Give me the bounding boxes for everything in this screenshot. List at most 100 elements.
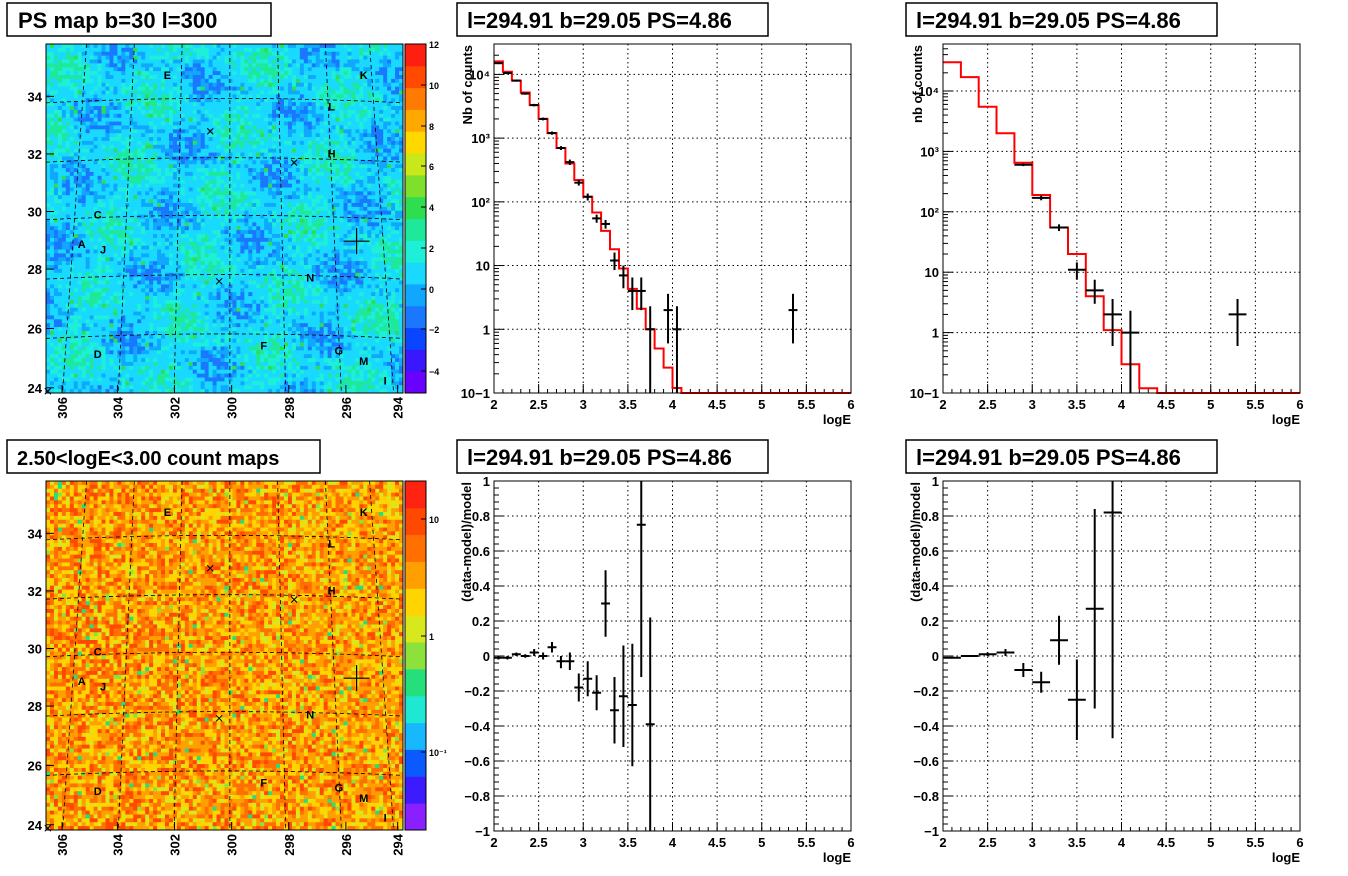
heatmap-cell: [176, 191, 182, 196]
heatmap-cell: [367, 137, 372, 142]
heatmap-cell: [399, 75, 404, 80]
heatmap-cell: [85, 44, 91, 49]
heatmap-cell: [284, 187, 289, 192]
heatmap-cell: [109, 187, 114, 192]
heatmap-cell: [379, 121, 384, 126]
heatmap-cell: [359, 218, 364, 223]
heatmap-cell: [335, 90, 340, 95]
heatmap-cell: [46, 171, 51, 177]
heatmap-cell: [248, 137, 253, 142]
heatmap-cell: [61, 191, 67, 196]
heatmap-cell: [367, 175, 372, 181]
heatmap-cell: [299, 125, 305, 130]
heatmap-cell: [204, 133, 210, 138]
heatmap-cell: [383, 113, 388, 119]
heatmap-cell: [176, 86, 182, 91]
heatmap-cell: [311, 249, 317, 254]
heatmap-cell: [244, 226, 249, 231]
heatmap-cell: [276, 202, 281, 208]
heatmap-cell: [323, 102, 329, 107]
heatmap-cell: [395, 191, 400, 196]
heatmap-cell: [379, 164, 384, 169]
heatmap-cell: [339, 168, 344, 173]
heatmap-cell: [192, 237, 198, 243]
heatmap-cell: [280, 249, 285, 254]
heatmap-cell: [46, 237, 51, 243]
heatmap-cell: [359, 214, 364, 219]
heatmap-cell: [387, 241, 392, 247]
heatmap-cell: [149, 214, 154, 219]
heatmap-cell: [347, 102, 352, 107]
heatmap-cell: [248, 67, 253, 72]
heatmap-cell: [73, 226, 79, 231]
heatmap-cell: [85, 47, 91, 53]
heatmap-cell: [363, 47, 368, 53]
heatmap-cell: [109, 199, 114, 204]
heatmap-cell: [248, 241, 253, 247]
heatmap-cell: [232, 241, 237, 247]
heatmap-cell: [363, 98, 368, 103]
heatmap-cell: [208, 222, 213, 227]
heatmap-cell: [379, 241, 384, 247]
heatmap-cell: [89, 183, 94, 188]
heatmap-cell: [168, 109, 174, 115]
heatmap-cell: [161, 210, 166, 216]
heatmap-cell: [216, 222, 221, 227]
heatmap-cell: [137, 55, 142, 60]
heatmap-cell: [105, 183, 110, 188]
heatmap-cell: [105, 129, 110, 134]
heatmap-cell: [196, 195, 202, 200]
heatmap-cell: [69, 67, 75, 72]
heatmap-cell: [248, 44, 253, 49]
heatmap-cell: [113, 179, 118, 184]
heatmap-cell: [339, 195, 344, 200]
heatmap-cell: [311, 47, 317, 53]
heatmap-cell: [256, 71, 261, 76]
heatmap-cell: [85, 144, 91, 150]
heatmap-cell: [216, 86, 221, 91]
heatmap-cell: [97, 71, 102, 76]
heatmap-cell: [196, 117, 202, 122]
heatmap-cell: [367, 63, 372, 68]
heatmap-cell: [331, 94, 336, 99]
heatmap-cell: [220, 245, 225, 250]
heatmap-cell: [113, 125, 118, 130]
heatmap-cell: [276, 90, 281, 95]
heatmap-cell: [46, 206, 51, 212]
heatmap-cell: [129, 137, 134, 142]
heatmap-cell: [272, 175, 277, 181]
heatmap-cell: [69, 144, 75, 150]
heatmap-cell: [228, 109, 233, 115]
heatmap-cell: [109, 121, 114, 126]
heatmap-cell: [204, 160, 210, 165]
heatmap-cell: [117, 71, 122, 76]
heatmap-cell: [153, 175, 158, 181]
heatmap-cell: [256, 47, 261, 53]
heatmap-cell: [351, 234, 356, 239]
heatmap-cell: [77, 148, 83, 153]
heatmap-cell: [248, 175, 253, 181]
heatmap-cell: [256, 195, 261, 200]
heatmap-cell: [200, 98, 206, 103]
heatmap-cell: [180, 113, 186, 119]
heatmap-cell: [97, 226, 102, 231]
heatmap-cell: [335, 222, 340, 227]
heatmap-cell: [61, 144, 67, 150]
heatmap-cell: [347, 44, 352, 49]
heatmap-cell: [125, 249, 130, 254]
heatmap-cell: [208, 102, 213, 107]
heatmap-cell: [117, 106, 122, 111]
heatmap-cell: [311, 187, 317, 192]
heatmap-cell: [65, 199, 71, 204]
heatmap-cell: [323, 183, 329, 188]
heatmap-cell: [57, 183, 63, 188]
heatmap-cell: [363, 202, 368, 208]
heatmap-cell: [196, 206, 202, 212]
heatmap-cell: [57, 98, 63, 103]
heatmap-cell: [121, 199, 126, 204]
heatmap-cell: [383, 202, 388, 208]
heatmap-cell: [355, 133, 360, 138]
heatmap-cell: [335, 253, 340, 258]
heatmap-cell: [359, 137, 364, 142]
heatmap-cell: [161, 168, 166, 173]
